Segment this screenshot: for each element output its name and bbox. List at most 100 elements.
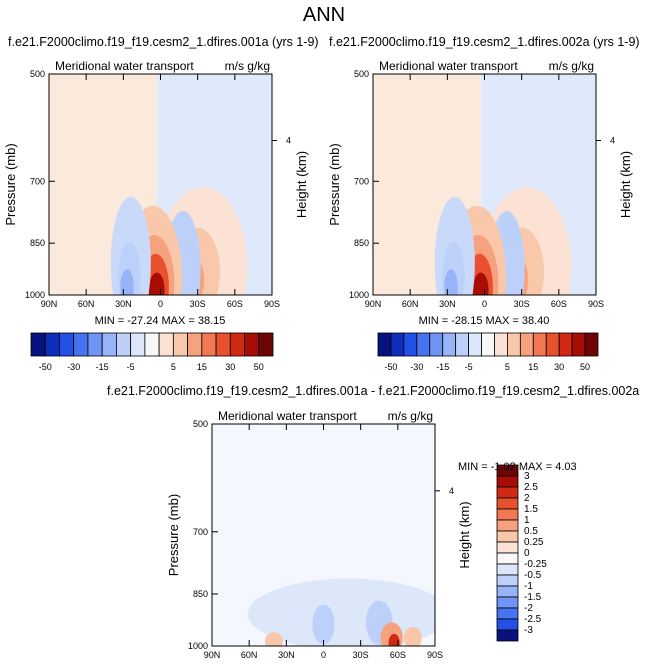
colorbar-box (496, 585, 519, 598)
colorbar-label: 50 (580, 362, 590, 372)
colorbar-box (244, 332, 260, 357)
colorbar-label: 1 (524, 515, 530, 526)
y-tick-label: 850 (354, 238, 369, 248)
panel-title-diff: f.e21.F2000climo.f19_f19.cesm2_1.dfires.… (107, 384, 640, 398)
field-group-0 (49, 74, 272, 295)
x-tick-label: 90S (427, 650, 443, 660)
colorbar-box (496, 574, 519, 587)
y-tick-label: 700 (30, 176, 45, 186)
colorbar-box (215, 332, 231, 357)
colorbar-box (101, 332, 117, 357)
x-tick-label: 30N (439, 299, 456, 309)
colorbar-box (172, 332, 188, 357)
diff-blob-2 (312, 604, 335, 645)
colorbar-box (130, 332, 146, 357)
colorbar-box (229, 332, 245, 357)
colorbar-label: 50 (254, 362, 264, 372)
colorbar-box (377, 332, 392, 357)
panel-left-label: Meridional water transport (379, 59, 518, 73)
colorbar-label: 30 (225, 362, 235, 372)
x-tick-label: 90S (264, 299, 280, 309)
colorbar-box (116, 332, 132, 357)
colorbar-label: 15 (197, 362, 207, 372)
field-group-2 (212, 424, 435, 646)
x-tick-label: 90N (204, 650, 221, 660)
y-tick-label: 500 (354, 69, 369, 79)
colorbar-label: -50 (384, 362, 397, 372)
colorbar-box (496, 541, 519, 554)
height-axis-label: Height (km) (294, 151, 309, 218)
y-axis-label: Pressure (mb) (327, 143, 342, 225)
colorbar-box (519, 332, 534, 357)
colorbar-label: -30 (67, 362, 80, 372)
panel-units-label: m/s g/kg (549, 59, 594, 73)
colorbar-label: -2.5 (524, 614, 542, 625)
colorbar-label: 0.25 (524, 537, 544, 548)
x-tick-label: 90S (588, 299, 604, 309)
colorbar-box (496, 475, 519, 488)
y-tick-label: 500 (30, 69, 45, 79)
height-tick-label: 4 (286, 136, 291, 146)
colorbar-label: -1 (524, 581, 533, 592)
colorbar-box (496, 607, 519, 620)
colorbar-label: -3 (524, 625, 533, 636)
panel-left-label: Meridional water transport (218, 409, 357, 423)
colorbar-box (403, 332, 418, 357)
colorbar-box (416, 332, 431, 357)
x-tick-label: 30S (514, 299, 530, 309)
diff-blob-3 (281, 603, 304, 639)
colorbar-box (558, 332, 573, 357)
colorbar-box (496, 530, 519, 543)
y-axis-label: Pressure (mb) (3, 143, 18, 225)
colorbar-box (187, 332, 203, 357)
x-tick-label: 60S (551, 299, 567, 309)
colorbar-box (584, 332, 599, 357)
x-tick-label: 60N (241, 650, 258, 660)
x-tick-label: 60S (227, 299, 243, 309)
colorbar-label: 5 (171, 362, 176, 372)
colorbar-box (496, 497, 519, 510)
diff-pos-blob-2 (403, 626, 422, 646)
x-tick-label: 30N (278, 650, 295, 660)
y-tick-label: 850 (30, 238, 45, 248)
colorbar-box (496, 629, 519, 642)
colorbar-label: -30 (410, 362, 423, 372)
colorbar-label: -50 (39, 362, 52, 372)
height-axis-label: Height (km) (457, 501, 472, 568)
contour-south-3 (120, 269, 134, 295)
colorbar-box (571, 332, 586, 357)
x-tick-label: 30S (353, 650, 369, 660)
contour-south-pos (400, 223, 432, 295)
colorbar-box (73, 332, 89, 357)
x-tick-label: 30N (115, 299, 132, 309)
stats-label: MIN = -1.02 MAX = 4.03 (458, 461, 577, 473)
x-tick-label: 60N (402, 299, 419, 309)
stats-label: MIN = -27.24 MAX = 38.15 (95, 315, 226, 327)
y-tick-label: 850 (193, 589, 208, 599)
diff-max-blob (388, 633, 400, 646)
colorbar-box (496, 552, 519, 565)
height-axis-label: Height (km) (618, 151, 633, 218)
colorbar-box (496, 596, 519, 609)
colorbar-box (390, 332, 405, 357)
panel-left-label: Meridional water transport (55, 59, 194, 73)
colorbar-box (494, 332, 508, 357)
x-tick-label: 0 (321, 650, 326, 660)
colorbar-box (496, 508, 519, 521)
panel-units-label: m/s g/kg (225, 59, 270, 73)
y-tick-label: 1000 (188, 641, 208, 651)
field-group-1 (373, 74, 596, 295)
colorbar-label: 0.5 (524, 526, 538, 537)
x-tick-label: 60S (390, 650, 406, 660)
colorbar-box (455, 332, 469, 357)
panel-title-1: f.e21.F2000climo.f19_f19.cesm2_1.dfires.… (8, 35, 319, 49)
colorbar-box (442, 332, 457, 357)
colorbar-box (429, 332, 444, 357)
colorbar-label: -15 (96, 362, 109, 372)
colorbar-box (468, 332, 482, 357)
colorbar-box (144, 332, 160, 357)
y-tick-label: 1000 (349, 290, 369, 300)
colorbar-label: 2.5 (524, 482, 538, 493)
colorbar-label: 2 (524, 493, 530, 504)
height-tick-label: 4 (610, 136, 615, 146)
